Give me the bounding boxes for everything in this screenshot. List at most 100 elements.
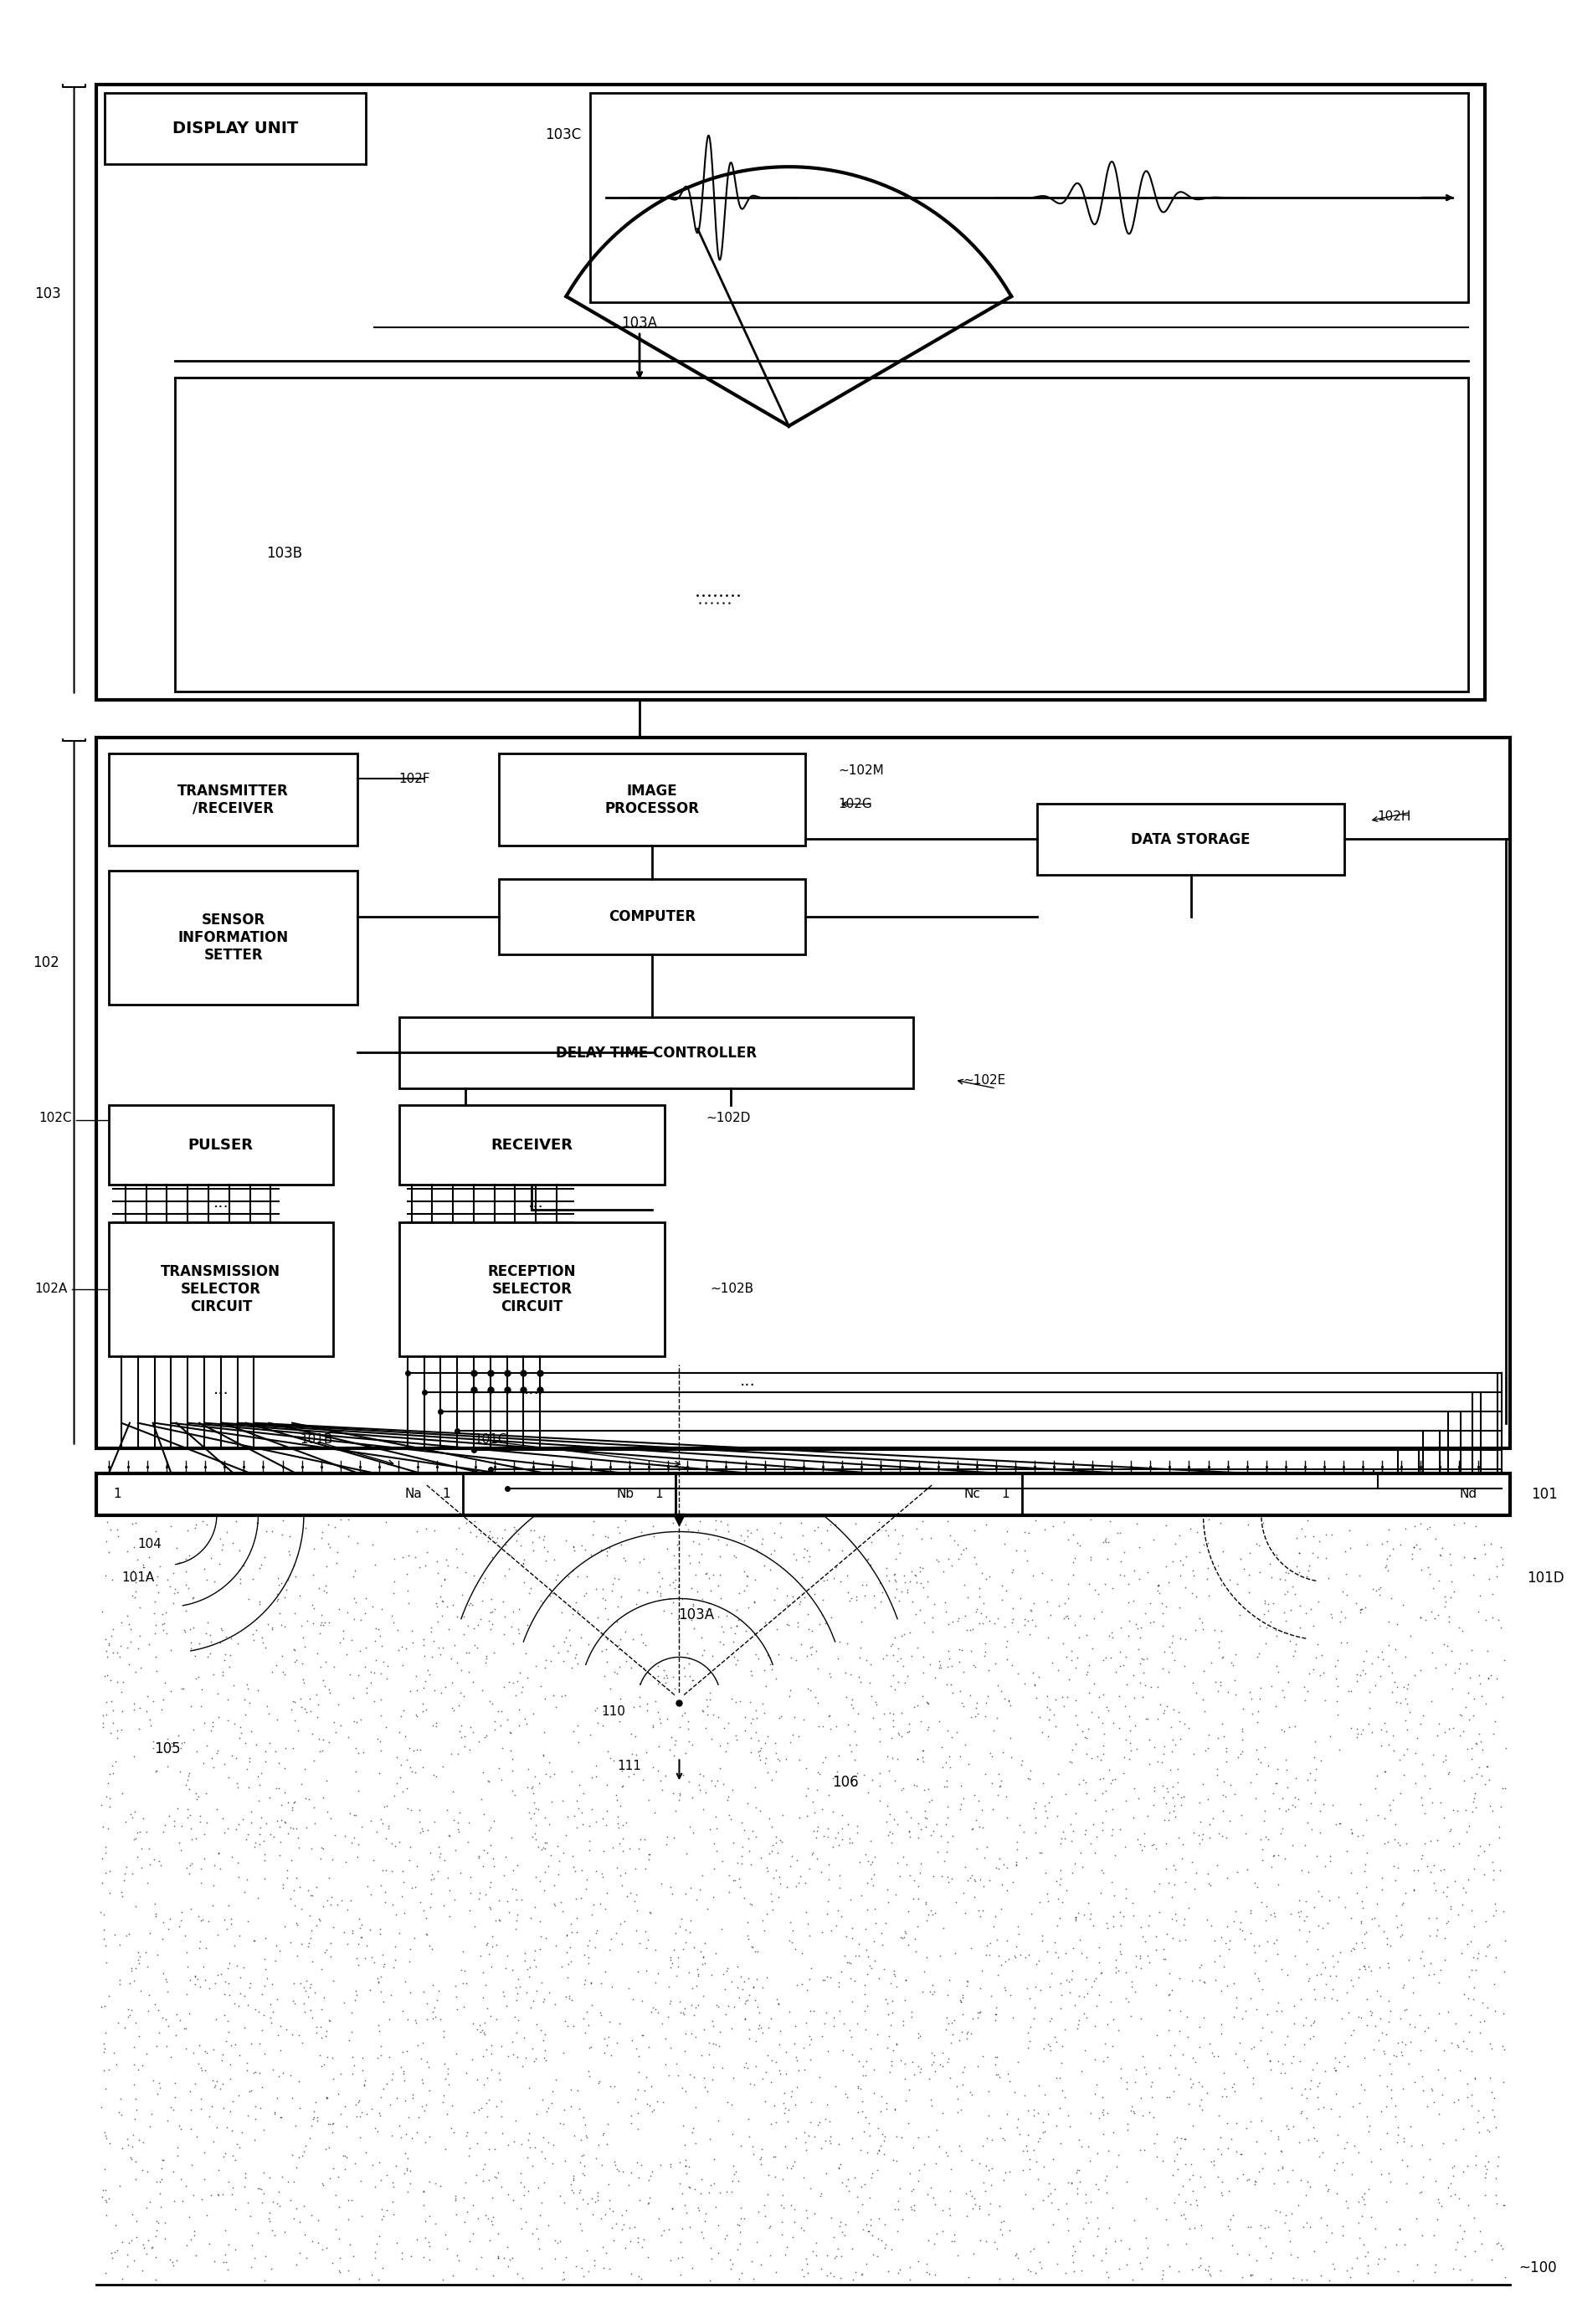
Point: [481, 1634, 506, 1671]
Point: [907, 1592, 932, 1629]
Point: [1398, 2108, 1423, 2145]
Point: [920, 1896, 945, 1934]
Point: [1228, 2024, 1253, 2061]
Point: [652, 2045, 678, 2082]
Point: [1047, 1964, 1072, 2001]
Point: [154, 1562, 179, 1599]
Point: [286, 2138, 311, 2175]
Point: [805, 1685, 830, 1722]
Point: [861, 2050, 887, 2087]
Point: [602, 1559, 627, 1597]
Point: [269, 1801, 294, 1838]
Point: [1209, 1817, 1234, 1855]
Point: [174, 1934, 200, 1971]
Point: [948, 1766, 973, 1803]
Point: [285, 2189, 310, 2226]
Point: [1148, 1685, 1173, 1722]
Point: [1174, 1999, 1199, 2036]
Point: [1379, 1927, 1404, 1964]
Point: [1141, 2124, 1166, 2161]
Point: [1322, 2052, 1347, 2089]
Point: [627, 1664, 652, 1701]
Point: [608, 1680, 634, 1717]
Point: [373, 1873, 398, 1910]
Point: [769, 1699, 794, 1736]
Point: [879, 1669, 904, 1706]
Point: [1159, 2036, 1184, 2073]
Point: [593, 1590, 618, 1627]
Point: [740, 1701, 766, 1738]
Point: [1099, 1764, 1124, 1801]
Point: [1000, 1604, 1025, 1641]
Point: [1209, 1613, 1234, 1650]
Point: [1190, 1604, 1215, 1641]
Point: [398, 1973, 423, 2010]
Point: [959, 2075, 984, 2113]
Point: [1283, 1759, 1308, 1796]
Point: [1390, 2140, 1415, 2178]
Point: [1036, 2178, 1061, 2215]
Point: [1358, 2143, 1383, 2180]
Point: [854, 1836, 879, 1873]
Point: [528, 1862, 553, 1899]
Point: [1269, 1815, 1294, 1852]
Point: [703, 1799, 728, 1836]
Point: [945, 2080, 970, 2117]
Point: [484, 1525, 509, 1562]
Point: [663, 1915, 689, 1952]
Point: [550, 1783, 575, 1820]
Point: [1313, 1515, 1338, 1552]
Point: [726, 1576, 751, 1613]
Point: [1036, 1717, 1061, 1755]
Point: [1325, 1683, 1350, 1720]
Point: [1146, 1566, 1171, 1604]
Point: [1338, 1511, 1363, 1548]
Point: [384, 2147, 409, 2185]
Point: [767, 1822, 792, 1859]
Point: [1325, 1666, 1350, 1703]
Point: [511, 1545, 536, 1583]
Point: [723, 1683, 748, 1720]
Point: [1066, 1894, 1091, 1931]
Point: [728, 2189, 753, 2226]
Point: [283, 2106, 308, 2143]
Point: [1083, 2008, 1108, 2045]
Point: [772, 2089, 797, 2126]
Point: [303, 2015, 329, 2052]
Point: [916, 2222, 942, 2259]
Point: [429, 1597, 454, 1634]
Point: [1316, 2173, 1341, 2210]
Point: [1215, 2103, 1240, 2140]
Point: [1228, 1910, 1253, 1948]
Point: [1280, 2152, 1305, 2189]
Point: [1023, 1501, 1049, 1538]
Point: [968, 1555, 994, 1592]
Point: [148, 2164, 173, 2201]
Point: [1479, 2029, 1504, 2066]
Point: [839, 1731, 865, 1769]
Point: [913, 2254, 938, 2291]
Point: [673, 2073, 698, 2110]
Point: [431, 2013, 456, 2050]
Point: [451, 1717, 476, 1755]
Point: [547, 2106, 572, 2143]
Point: [487, 2054, 512, 2092]
Point: [93, 1927, 118, 1964]
Point: [248, 1545, 274, 1583]
Point: [1256, 1820, 1281, 1857]
Point: [1464, 1724, 1489, 1762]
Point: [1188, 2068, 1214, 2106]
Point: [550, 2034, 575, 2071]
Point: [1453, 1792, 1478, 1829]
Point: [854, 1931, 879, 1968]
Point: [1044, 2024, 1069, 2061]
Point: [660, 1657, 685, 1694]
Point: [212, 1975, 237, 2013]
Point: [349, 2161, 374, 2199]
Point: [1196, 1578, 1221, 1615]
Point: [432, 1669, 457, 1706]
Point: [814, 1817, 839, 1855]
Point: [1042, 1924, 1067, 1961]
Point: [1066, 1620, 1091, 1657]
Point: [740, 1929, 766, 1966]
